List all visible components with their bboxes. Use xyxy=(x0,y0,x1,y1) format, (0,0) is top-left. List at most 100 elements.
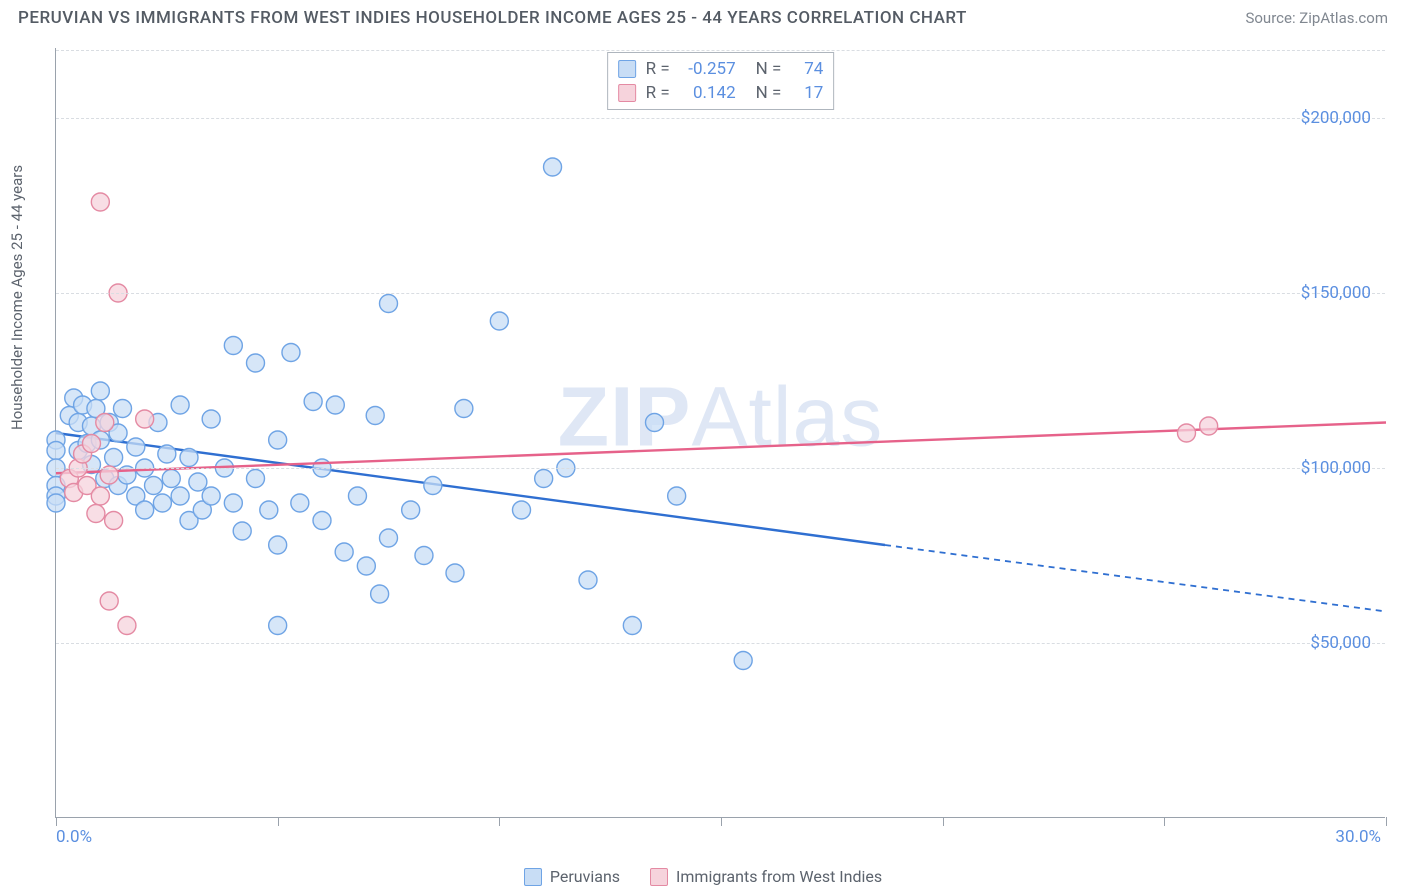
data-point-peruvians xyxy=(357,557,375,575)
data-point-peruvians xyxy=(380,295,398,313)
x-tick xyxy=(943,817,944,826)
trend-line-ext-peruvians xyxy=(885,545,1386,612)
data-point-peruvians xyxy=(513,501,531,519)
data-point-peruvians xyxy=(335,543,353,561)
data-point-peruvians xyxy=(180,449,198,467)
data-point-peruvians xyxy=(105,449,123,467)
data-point-peruvians xyxy=(136,501,154,519)
data-point-peruvians xyxy=(348,487,366,505)
swatch-west_indies xyxy=(650,868,668,886)
series-legend: Peruvians Immigrants from West Indies xyxy=(0,867,1406,886)
data-point-west_indies xyxy=(105,512,123,530)
corr-n-label: N = xyxy=(756,59,782,79)
corr-legend-row-peruvians: R = -0.257 N = 74 xyxy=(618,57,824,81)
data-point-peruvians xyxy=(371,585,389,603)
data-point-peruvians xyxy=(544,158,562,176)
data-point-peruvians xyxy=(162,470,180,488)
data-point-peruvians xyxy=(623,617,641,635)
corr-legend-row-west_indies: R = 0.142 N = 17 xyxy=(618,81,824,105)
data-point-peruvians xyxy=(233,522,251,540)
swatch-peruvians xyxy=(524,868,542,886)
plot-area: ZIPAtlas R =-0.257N =74R =0.142N =17 $50… xyxy=(55,48,1385,818)
legend-item-peruvians: Peruvians xyxy=(524,867,620,886)
data-point-peruvians xyxy=(668,487,686,505)
swatch-west_indies xyxy=(618,84,636,102)
data-point-peruvians xyxy=(47,494,65,512)
data-point-peruvians xyxy=(646,414,664,432)
data-point-peruvians xyxy=(380,529,398,547)
data-point-west_indies xyxy=(82,435,100,453)
y-tick-label: $150,000 xyxy=(1301,283,1371,303)
corr-r-value: 0.142 xyxy=(680,83,736,103)
correlation-legend: R = -0.257 N = 74 R = 0.142 N = 17 xyxy=(607,52,835,110)
legend-item-west_indies: Immigrants from West Indies xyxy=(650,867,882,886)
legend-label: Immigrants from West Indies xyxy=(676,867,882,886)
data-point-peruvians xyxy=(269,617,287,635)
data-point-peruvians xyxy=(415,547,433,565)
data-point-peruvians xyxy=(366,407,384,425)
y-axis-label: Householder Income Ages 25 - 44 years xyxy=(8,165,26,430)
data-point-peruvians xyxy=(313,512,331,530)
data-point-peruvians xyxy=(202,487,220,505)
data-point-peruvians xyxy=(247,354,265,372)
x-tick xyxy=(278,817,279,826)
data-point-peruvians xyxy=(114,400,132,418)
x-tick xyxy=(1386,817,1387,826)
data-point-peruvians xyxy=(734,652,752,670)
data-point-peruvians xyxy=(402,501,420,519)
swatch-peruvians xyxy=(618,60,636,78)
data-point-peruvians xyxy=(224,494,242,512)
data-point-peruvians xyxy=(579,571,597,589)
data-point-peruvians xyxy=(145,477,163,495)
data-point-peruvians xyxy=(269,536,287,554)
gridline xyxy=(56,468,1385,469)
corr-r-label: R = xyxy=(646,83,670,103)
data-point-peruvians xyxy=(424,477,442,495)
data-point-peruvians xyxy=(247,470,265,488)
data-point-west_indies xyxy=(136,410,154,428)
x-tick xyxy=(1164,817,1165,826)
data-point-peruvians xyxy=(282,344,300,362)
data-point-peruvians xyxy=(171,396,189,414)
data-point-peruvians xyxy=(171,487,189,505)
y-tick-label: $50,000 xyxy=(1310,633,1371,653)
data-point-peruvians xyxy=(326,396,344,414)
x-tick xyxy=(721,817,722,826)
data-point-peruvians xyxy=(304,393,322,411)
data-point-peruvians xyxy=(224,337,242,355)
data-point-peruvians xyxy=(47,442,65,460)
gridline xyxy=(56,118,1385,119)
x-tick xyxy=(499,817,500,826)
legend-label: Peruvians xyxy=(550,867,620,886)
chart-svg xyxy=(56,48,1385,817)
data-point-peruvians xyxy=(446,564,464,582)
x-tick xyxy=(56,817,57,826)
data-point-peruvians xyxy=(158,445,176,463)
data-point-west_indies xyxy=(96,414,114,432)
corr-n-label: N = xyxy=(756,83,782,103)
data-point-peruvians xyxy=(535,470,553,488)
gridline xyxy=(56,643,1385,644)
gridline xyxy=(56,50,1385,51)
data-point-west_indies xyxy=(118,617,136,635)
data-point-west_indies xyxy=(1200,417,1218,435)
chart-title: PERUVIAN VS IMMIGRANTS FROM WEST INDIES … xyxy=(18,8,967,28)
data-point-peruvians xyxy=(455,400,473,418)
data-point-west_indies xyxy=(91,487,109,505)
data-point-peruvians xyxy=(91,382,109,400)
data-point-west_indies xyxy=(91,193,109,211)
data-point-peruvians xyxy=(189,473,207,491)
y-tick-label: $200,000 xyxy=(1301,108,1371,128)
data-point-west_indies xyxy=(1178,424,1196,442)
corr-r-label: R = xyxy=(646,59,670,79)
data-point-peruvians xyxy=(291,494,309,512)
gridline xyxy=(56,293,1385,294)
data-point-peruvians xyxy=(127,438,145,456)
corr-r-value: -0.257 xyxy=(680,59,736,79)
corr-n-value: 17 xyxy=(791,83,823,103)
source-credit: Source: ZipAtlas.com xyxy=(1245,9,1388,27)
data-point-west_indies xyxy=(87,505,105,523)
data-point-peruvians xyxy=(260,501,278,519)
corr-n-value: 74 xyxy=(791,59,823,79)
data-point-peruvians xyxy=(202,410,220,428)
